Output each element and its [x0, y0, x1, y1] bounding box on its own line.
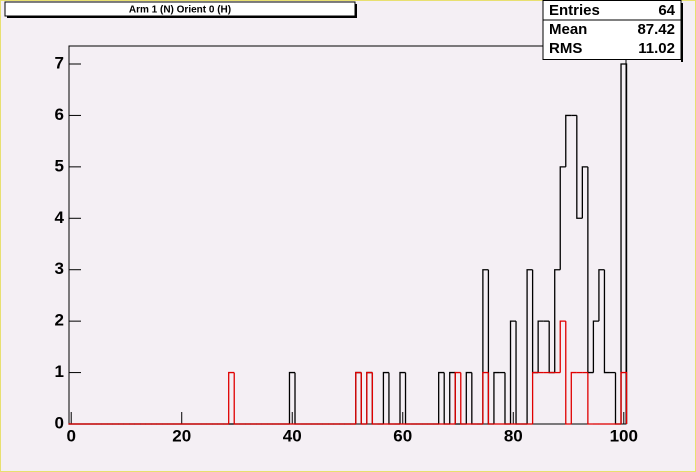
x-tick-label: 40 — [283, 426, 302, 445]
histogram-bin — [509, 320, 517, 424]
histogram-bin — [620, 371, 628, 424]
histogram-bin — [371, 372, 378, 425]
x-tick-label: 0 — [66, 426, 75, 445]
histogram-bin — [228, 371, 235, 424]
histogram-bin — [360, 372, 367, 425]
stats-shadow — [681, 3, 683, 62]
histogram-bin — [581, 166, 588, 219]
histogram-bin — [559, 320, 566, 373]
histogram-bin — [366, 371, 373, 424]
histogram-bin — [493, 371, 500, 424]
histogram-bin — [559, 166, 566, 270]
histogram-bin — [233, 372, 240, 425]
histogram-bin — [454, 371, 461, 424]
histogram-bin — [620, 63, 628, 424]
y-tick-label: 2 — [55, 311, 64, 330]
stats-value: 11.02 — [638, 40, 675, 57]
histogram-bin — [399, 371, 406, 424]
y-tick-label: 7 — [55, 53, 64, 72]
histogram-bin — [382, 371, 389, 424]
histogram-bin — [449, 371, 456, 424]
histogram-bin — [288, 371, 296, 424]
histogram-bin — [526, 269, 533, 424]
histogram-bin — [465, 371, 472, 424]
histogram-bin — [570, 371, 577, 424]
stats-value: 87.42 — [637, 21, 675, 38]
x-tick-label: 60 — [393, 426, 412, 445]
y-tick-label: 3 — [55, 259, 64, 278]
histogram-bin — [460, 372, 467, 425]
histogram-bin — [565, 114, 572, 167]
stats-value: 64 — [658, 2, 675, 19]
x-tick-label: 80 — [504, 426, 523, 445]
histogram-bin — [592, 320, 599, 373]
histogram-bin — [554, 269, 561, 373]
stats-label: Mean — [549, 21, 587, 38]
stats-label: RMS — [549, 40, 582, 57]
histogram-bin — [438, 371, 445, 424]
stats-box — [542, 0, 682, 60]
x-tick-label: 100 — [610, 426, 638, 445]
stats-label: Entries — [549, 2, 600, 19]
y-tick-label: 6 — [55, 105, 64, 124]
title-box — [4, 1, 356, 17]
y-tick-label: 5 — [55, 156, 64, 175]
histogram-bin — [531, 371, 539, 424]
histogram-bin — [482, 371, 489, 424]
chart-title: Arm 1 (N) Orient 0 (H) — [129, 5, 231, 16]
y-tick-label: 1 — [55, 362, 64, 381]
y-tick-label: 0 — [55, 413, 64, 432]
histogram-bin — [487, 372, 494, 425]
histogram-bin — [603, 269, 610, 374]
histogram-bin — [587, 372, 594, 425]
histogram-bin — [598, 269, 605, 322]
histogram-bin — [565, 321, 572, 425]
histogram-bin — [355, 371, 362, 424]
histogram-bin — [576, 115, 583, 219]
x-tick-label: 20 — [172, 426, 191, 445]
y-tick-label: 4 — [55, 208, 65, 227]
histogram-bin — [537, 320, 544, 373]
